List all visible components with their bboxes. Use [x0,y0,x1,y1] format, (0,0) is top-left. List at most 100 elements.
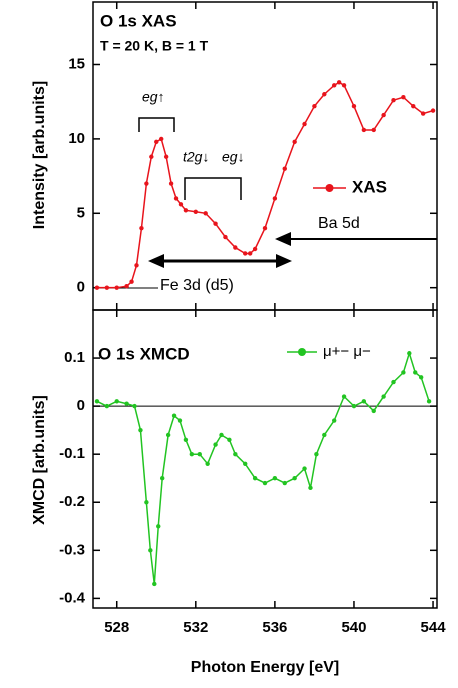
x-axis-label: Photon Energy [eV] [191,659,339,676]
y-tick-label: -0.2 [59,493,85,510]
data-point [420,111,426,116]
annotation: Fe 3d (d5) [160,277,234,294]
data-point [282,166,287,171]
y-tick-label: 15 [68,55,85,72]
plot-frame [92,309,438,609]
data-point [104,285,110,290]
data-point [154,139,159,145]
arrow-heads [148,232,292,268]
legend-marker [325,184,334,192]
data-point [94,285,100,290]
data-point [197,451,202,457]
data-point [331,418,337,423]
data-point [243,251,248,256]
data-point [165,432,171,438]
annotation: Ba 5d [318,215,360,232]
data-point [144,500,149,505]
panel-subtitle: T = 20 K, B = 1 T [100,38,209,54]
data-point [252,246,258,252]
data-point [292,139,297,145]
data-point [292,476,297,481]
data-point [322,92,327,97]
data-point [129,279,134,284]
data-point [148,548,153,553]
data-point [132,403,137,409]
data-point [413,370,418,375]
y-tick-label: -0.4 [59,589,86,606]
data-point [177,418,183,423]
data-point [361,399,367,404]
data-point [312,103,317,109]
data-point [233,451,238,457]
data-point [94,399,100,404]
bracket [184,177,242,200]
data-point [262,225,268,231]
y-axis-label: XMCD [arb.units] [31,395,48,525]
data-point [391,98,396,103]
data-point [124,283,129,289]
data-point [314,451,319,457]
annotation: eg↓ [222,149,245,165]
data-point [134,263,139,268]
data-point [262,480,268,486]
data-point [114,399,119,404]
data-point [341,394,347,399]
data-point [272,196,278,201]
data-point [247,251,253,256]
bracket [138,117,175,132]
legend-marker [298,348,306,356]
data-point [139,225,144,231]
data-point [193,209,199,214]
data-point [341,83,347,88]
data-point [243,461,248,467]
y-tick-label: -0.1 [59,445,85,462]
panel-title: O 1s XMCD [98,344,190,363]
y-axis-label: Intensity [arb.units] [31,81,48,229]
annotation: eg↑ [142,89,165,105]
data-point [171,413,177,418]
data-point [407,351,412,356]
data-point [227,437,232,442]
data-point [163,154,169,159]
data-point [152,581,157,587]
data-point [351,103,357,109]
data-point [381,394,386,399]
data-point [361,127,367,133]
data-line [96,350,430,585]
x-tick-label: 544 [421,619,447,636]
data-point [124,401,129,406]
data-point [381,112,386,118]
data-point [114,285,119,290]
data-point [401,370,406,375]
data-point [213,442,218,447]
data-point [213,221,218,226]
data-point [322,432,327,438]
data-point [183,437,189,442]
data-point [391,379,396,385]
data-point [159,136,164,142]
data-point [272,476,278,481]
data-point [168,181,174,186]
y-tick-label: 0 [77,397,85,414]
data-point [302,466,307,471]
data-point [336,80,342,85]
y-tick-label: 5 [77,204,85,221]
data-point [183,208,189,213]
y-tick-label: -0.3 [59,541,85,558]
data-point [144,181,149,186]
data-point [203,211,208,216]
data-point [371,127,376,133]
data-point [331,83,337,88]
data-point [156,524,161,529]
annotation: t2g↓ [183,149,209,165]
data-point [430,108,436,113]
data-point [233,245,238,250]
data-point [205,461,210,467]
data-point [189,451,195,457]
data-point [371,408,376,414]
data-point [104,403,110,409]
y-tick-label: 0.1 [64,349,85,366]
x-tick-label: 532 [183,619,208,636]
legend-label: XAS [352,177,387,196]
y-tick-label: 0 [77,279,85,296]
